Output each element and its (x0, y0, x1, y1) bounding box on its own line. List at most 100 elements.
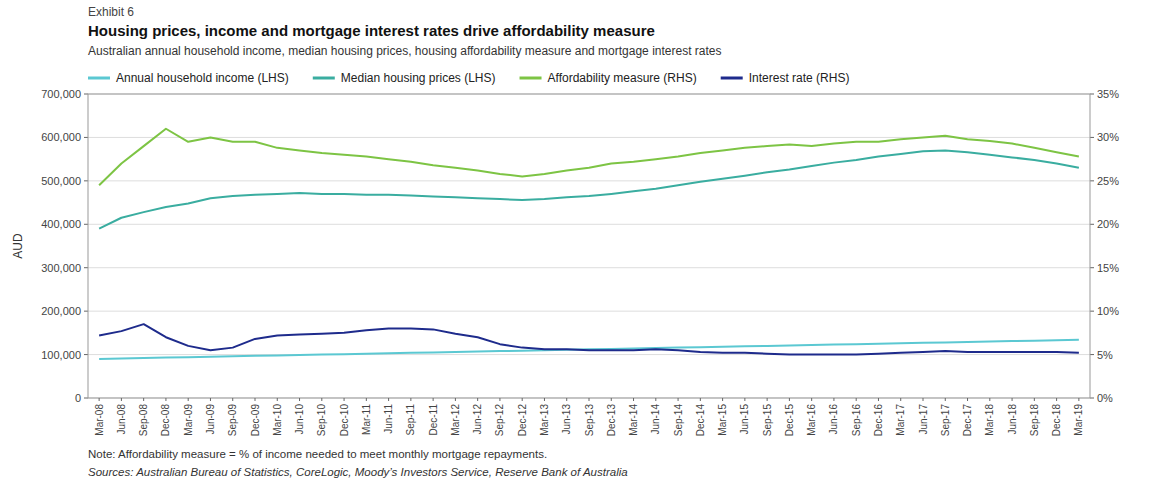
grid-line (88, 354, 1090, 355)
tick-label: Dec-18 (1051, 404, 1062, 437)
tick-label: Sep-18 (1029, 404, 1040, 437)
tick (1090, 311, 1094, 312)
tick (1090, 267, 1094, 268)
grid-line (88, 267, 1090, 268)
tick-label: 35% (1097, 88, 1119, 100)
tick (210, 398, 211, 401)
tick (143, 398, 144, 401)
tick-label: Mar-14 (628, 404, 639, 436)
legend-label: Affordability measure (RHS) (548, 71, 697, 85)
tick-label: Mar-13 (539, 404, 550, 436)
tick (84, 224, 88, 225)
tick-label: Sep-08 (138, 404, 149, 437)
tick (188, 398, 189, 401)
tick-label: 200,000 (41, 305, 81, 317)
tick (544, 398, 545, 401)
tick (566, 398, 567, 401)
legend: Annual household income (LHS)Median hous… (88, 71, 849, 85)
tick (84, 398, 88, 399)
tick (633, 398, 634, 401)
tick-label: Sep-15 (762, 404, 773, 437)
tick (945, 398, 946, 401)
grid-line (88, 224, 1090, 225)
tick (700, 398, 701, 401)
tick-label: Dec-17 (962, 404, 973, 437)
sources: Sources: Australian Bureau of Statistics… (88, 466, 628, 478)
kicker: Exhibit 6 (88, 5, 134, 19)
tick (767, 398, 768, 401)
legend-swatch (88, 77, 110, 80)
tick-label: Dec-08 (160, 404, 171, 437)
tick (678, 398, 679, 401)
tick (722, 398, 723, 401)
tick-label: Jun-10 (294, 404, 305, 435)
tick-label: Mar-10 (272, 404, 283, 436)
tick-label: Jun-17 (918, 404, 929, 435)
axis-label: AUD (11, 233, 25, 259)
subtitle: Australian annual household income, medi… (88, 44, 722, 58)
tick-label: Jun-16 (828, 404, 839, 435)
tick (833, 398, 834, 401)
tick (121, 398, 122, 401)
tick (1090, 224, 1094, 225)
tick (967, 398, 968, 401)
tick (84, 94, 88, 95)
tick (789, 398, 790, 401)
grid (88, 94, 1090, 398)
tick (611, 398, 612, 401)
tick-label: Mar-11 (361, 404, 372, 435)
tick-label: Sep-17 (940, 404, 951, 437)
tick-label: 100,000 (41, 349, 81, 361)
tick-label: Sep-10 (316, 404, 327, 437)
tick (433, 398, 434, 401)
tick-label: 500,000 (41, 175, 81, 187)
tick-label: Mar-18 (984, 404, 995, 436)
tick-label: Dec-09 (250, 404, 261, 437)
legend-label: Annual household income (LHS) (116, 71, 289, 85)
tick (900, 398, 901, 401)
tick (1090, 354, 1094, 355)
tick-label: Dec-16 (873, 404, 884, 437)
tick (1090, 94, 1094, 95)
tick (410, 398, 411, 401)
tick-label: Sep-12 (494, 404, 505, 437)
tick-label: Sep-16 (851, 404, 862, 437)
tick-label: 400,000 (41, 218, 81, 230)
tick-label: Jun-12 (472, 404, 483, 435)
tick (84, 267, 88, 268)
tick-label: Jun-15 (739, 404, 750, 435)
tick-label: 30% (1097, 131, 1119, 143)
tick (1090, 137, 1094, 138)
tick-label: Sep-11 (405, 404, 416, 436)
tick (165, 398, 166, 401)
tick (477, 398, 478, 401)
tick (1034, 398, 1035, 401)
tick (655, 398, 656, 401)
tick (1078, 398, 1079, 401)
tick-label: Jun-08 (116, 404, 127, 435)
line (99, 324, 1079, 354)
series-group (99, 129, 1079, 359)
legend-swatch (313, 77, 335, 80)
tick-label: Sep-13 (584, 404, 595, 437)
tick-label: Jun-09 (205, 404, 216, 435)
grid-line (88, 311, 1090, 312)
tick-label: Mar-12 (450, 404, 461, 436)
line (99, 129, 1079, 185)
tick (255, 398, 256, 401)
tick-label: Mar-19 (1073, 404, 1084, 436)
tick (1012, 398, 1013, 401)
legend-label: Interest rate (RHS) (749, 71, 850, 85)
title: Housing prices, income and mortgage inte… (88, 22, 655, 39)
tick (522, 398, 523, 401)
tick (989, 398, 990, 401)
tick-label: Mar-15 (717, 404, 728, 436)
tick-label: 600,000 (41, 131, 81, 143)
tick-label: Dec-12 (517, 404, 528, 437)
tick (878, 398, 879, 401)
tick (84, 180, 88, 181)
tick (1090, 180, 1094, 181)
line (99, 150, 1079, 228)
tick-label: Dec-13 (606, 404, 617, 437)
tick-label: Jun-11 (383, 404, 394, 434)
